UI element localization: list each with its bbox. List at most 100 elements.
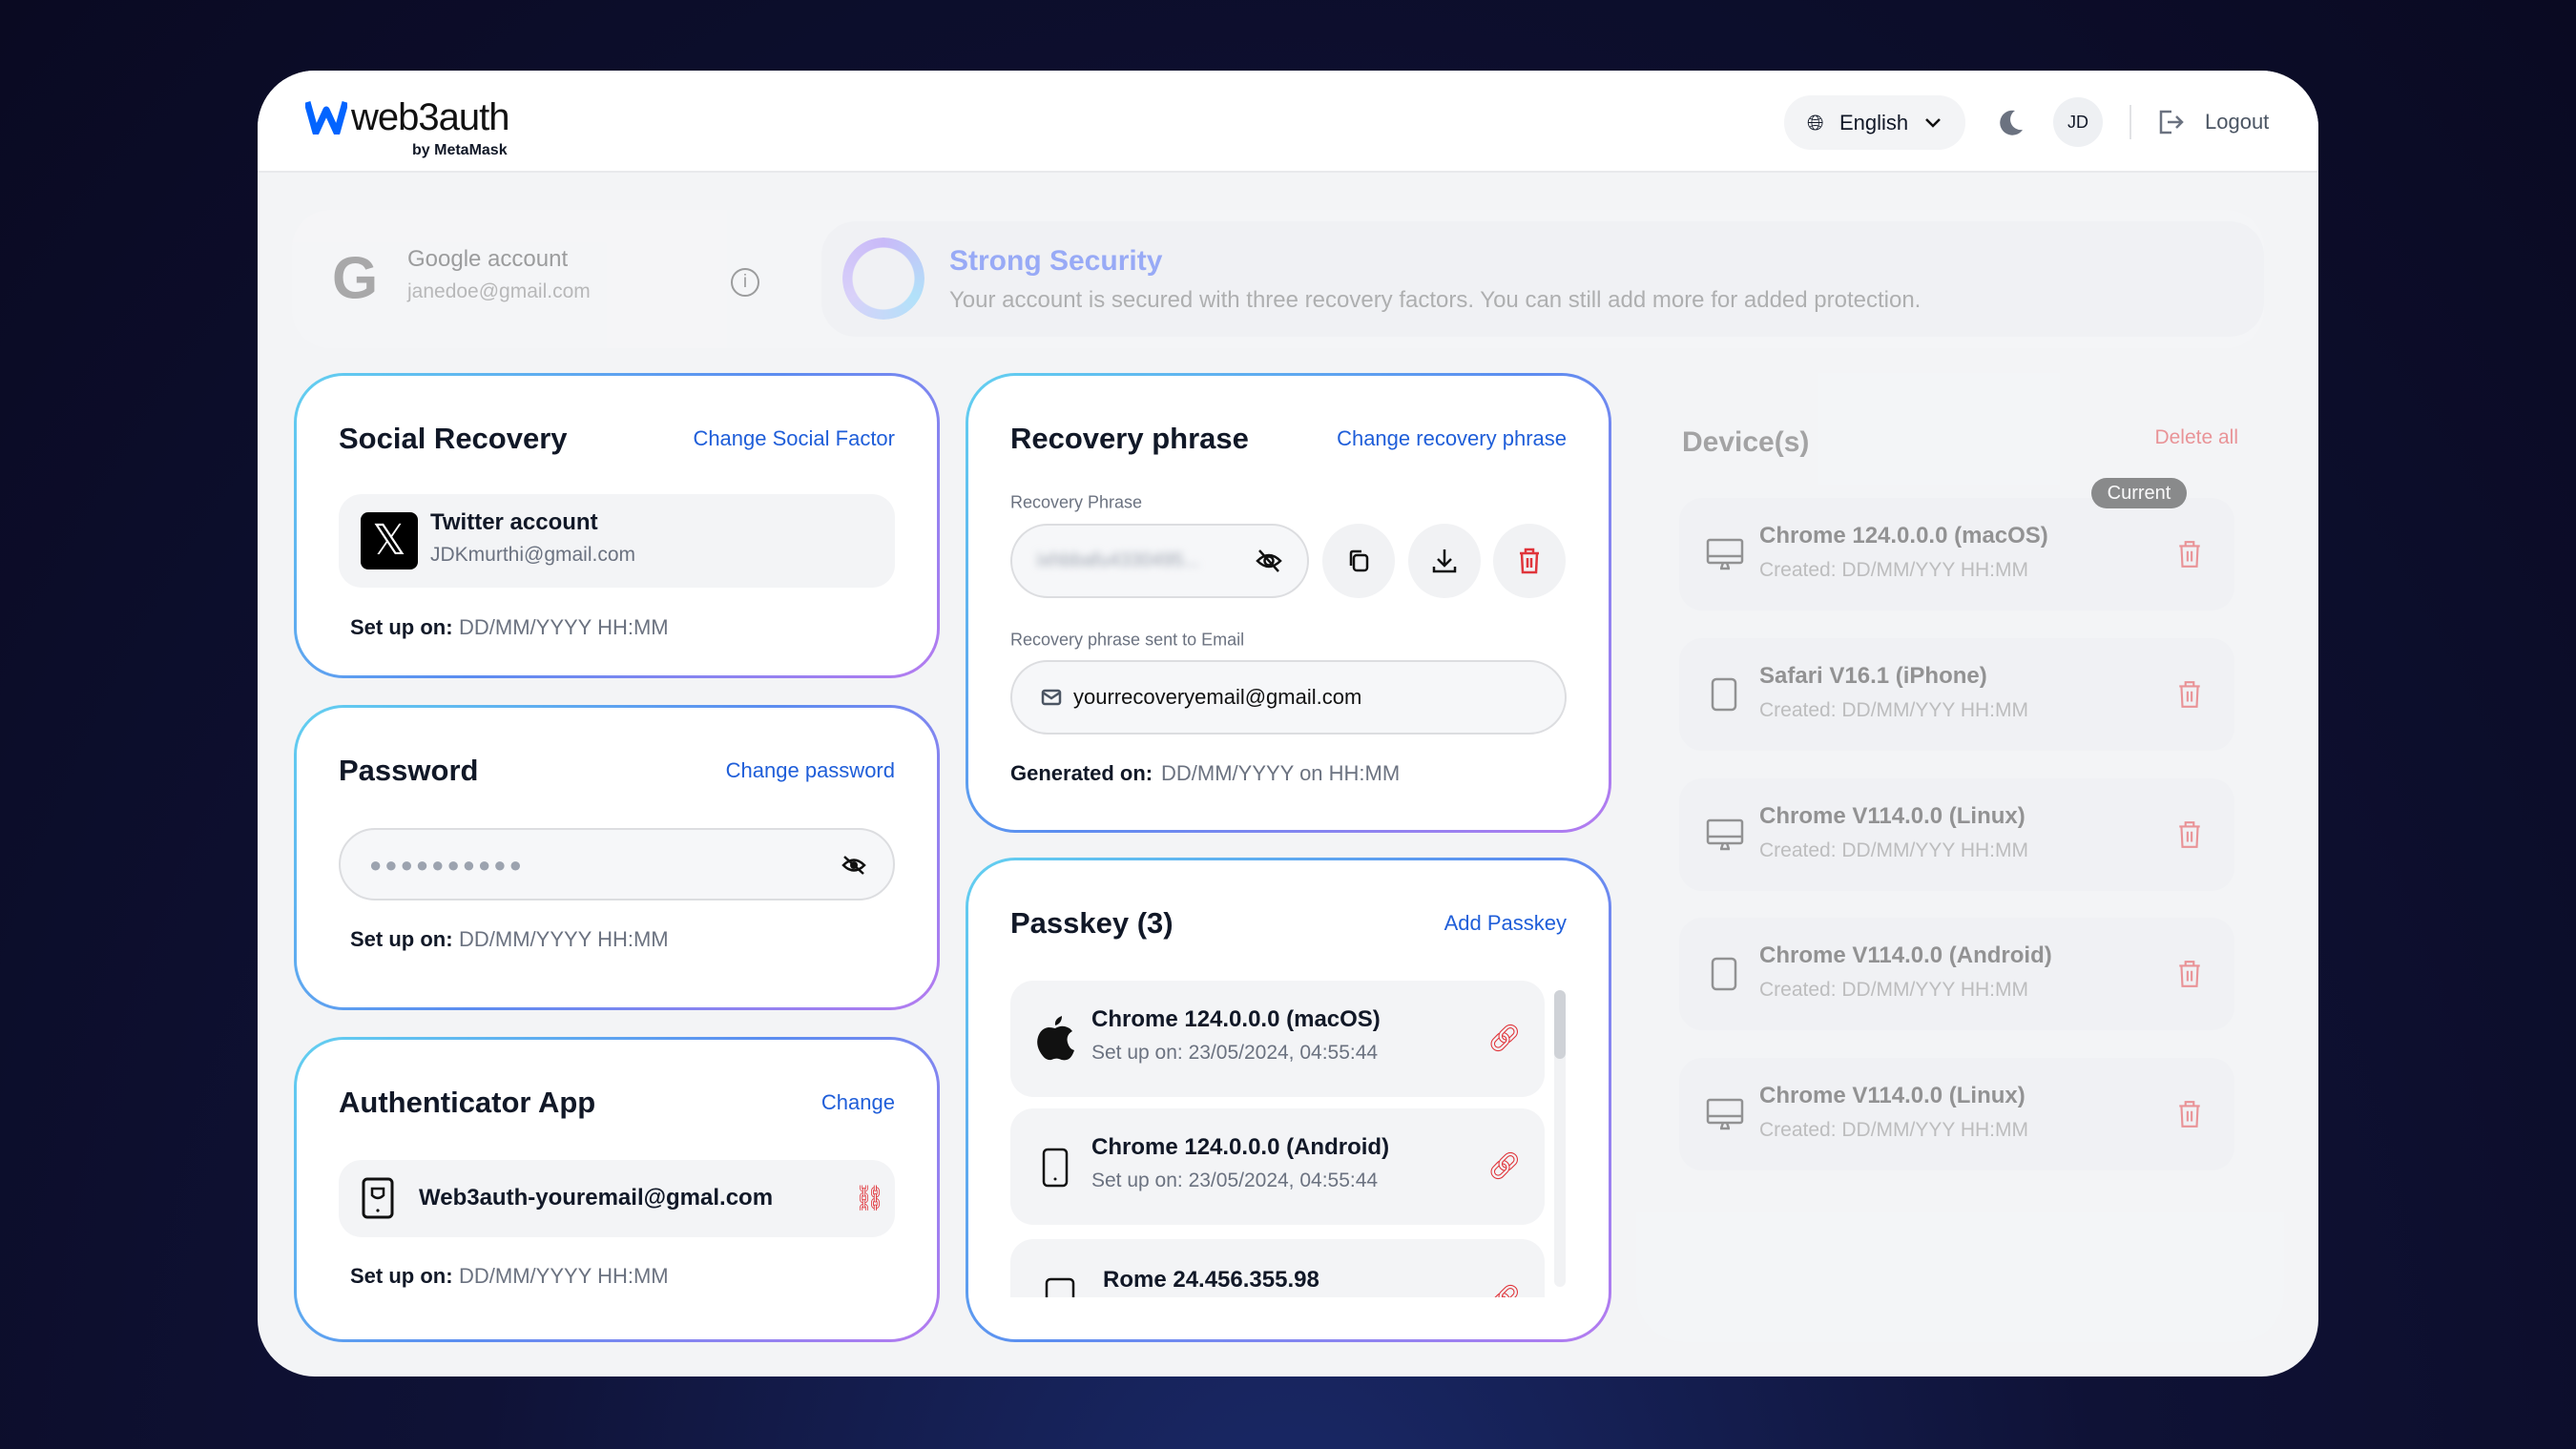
- device-created: Created: DD/MM/YYY HH:MM: [1759, 839, 2028, 861]
- change-social-factor-link[interactable]: Change Social Factor: [693, 426, 895, 450]
- security-description: Your account is secured with three recov…: [949, 287, 1922, 313]
- phone-icon: [1711, 677, 1737, 712]
- globe-icon: 🌐︎: [1807, 111, 1824, 135]
- phone-icon: [1045, 1277, 1075, 1297]
- phone-icon: [1711, 957, 1737, 991]
- delete-phrase-button[interactable]: [1493, 524, 1566, 598]
- authenticator-card: Authenticator App Change Web3auth-yourem…: [294, 1037, 940, 1342]
- divider: [2129, 105, 2131, 139]
- device-created: Created: DD/MM/YYY HH:MM: [1759, 979, 2028, 1001]
- copy-button[interactable]: [1322, 524, 1395, 598]
- scrollbar-thumb[interactable]: [1554, 990, 1566, 1059]
- trash-icon[interactable]: [2177, 820, 2202, 849]
- eye-off-icon[interactable]: [841, 855, 866, 876]
- trash-icon[interactable]: [2177, 680, 2202, 709]
- device-name: Chrome V114.0.0 (Android): [1759, 942, 2052, 968]
- link-icon[interactable]: 🔗︎: [1487, 1023, 1522, 1053]
- security-title: Strong Security: [949, 245, 1163, 277]
- app-window: web3auth by MetaMask 🌐︎ English JD Logou…: [258, 71, 2318, 1377]
- desktop-icon: [1706, 538, 1744, 570]
- google-icon: G: [332, 245, 379, 312]
- devices-panel: Device(s) Delete all Chrome 124.0.0.0 (m…: [1636, 373, 2284, 1342]
- web3auth-logo-icon: [305, 101, 347, 135]
- recovery-phrase-value: ixhbbafu4330495...: [1037, 549, 1200, 571]
- device-item: Chrome 124.0.0.0 (macOS) Created: DD/MM/…: [1679, 498, 2234, 611]
- eye-off-icon[interactable]: [1256, 549, 1282, 573]
- scrollbar[interactable]: [1554, 990, 1566, 1287]
- info-icon[interactable]: i: [731, 268, 759, 297]
- trash-icon[interactable]: [2177, 1100, 2202, 1128]
- device-created: Created: DD/MM/YYY HH:MM: [1759, 559, 2028, 581]
- link-icon[interactable]: 🔗︎: [1487, 1283, 1522, 1298]
- generated-value: DD/MM/YYYY on HH:MM: [1161, 761, 1401, 785]
- passkey-item: Chrome 124.0.0.0 (Android) Set up on: 23…: [1010, 1108, 1545, 1225]
- device-name: Chrome V114.0.0 (Linux): [1759, 803, 2025, 829]
- social-account-email: JDKmurthi@gmail.com: [430, 544, 636, 566]
- delete-all-link[interactable]: Delete all: [2154, 426, 2238, 448]
- authenticator-account-name: Web3auth-youremail@gmal.com: [419, 1185, 774, 1211]
- moon-icon[interactable]: [1996, 109, 2025, 137]
- card-title: Recovery phrase: [1010, 422, 1249, 455]
- avatar[interactable]: JD: [2053, 97, 2103, 147]
- security-status: Strong Security Your account is secured …: [821, 221, 2264, 337]
- account-email: janedoe@gmail.com: [407, 280, 591, 302]
- setup-value: DD/MM/YYYY HH:MM: [459, 927, 669, 951]
- device-item: Chrome V114.0.0 (Linux) Created: DD/MM/Y…: [1679, 778, 2234, 891]
- unlink-icon[interactable]: ⛓︎: [854, 1183, 886, 1212]
- passkey-item: Chrome 124.0.0.0 (macOS) Set up on: 23/0…: [1010, 981, 1545, 1097]
- x-twitter-icon: 𝕏: [361, 512, 418, 569]
- setup-value: DD/MM/YYYY HH:MM: [459, 615, 669, 639]
- change-recovery-phrase-link[interactable]: Change recovery phrase: [1337, 426, 1567, 450]
- security-ring-icon: [842, 238, 924, 320]
- recovery-email-value: yourrecoveryemail@gmail.com: [1073, 685, 1362, 709]
- logo-subtext: by MetaMask: [412, 142, 508, 158]
- device-item: Chrome V114.0.0 (Linux) Created: DD/MM/Y…: [1679, 1058, 2234, 1170]
- recovery-phrase-field[interactable]: ixhbbafu4330495...: [1010, 524, 1309, 598]
- download-icon: [1432, 549, 1457, 573]
- link-icon[interactable]: 🔗︎: [1487, 1150, 1522, 1181]
- logout-label: Logout: [2205, 110, 2270, 134]
- card-title: Authenticator App: [339, 1086, 596, 1119]
- logo-text: web3auth: [351, 96, 509, 138]
- social-recovery-card: Social Recovery Change Social Factor 𝕏 T…: [294, 373, 940, 678]
- mail-icon: [1041, 689, 1062, 706]
- apple-icon: [1037, 1016, 1074, 1061]
- download-button[interactable]: [1408, 524, 1481, 598]
- trash-icon: [1520, 548, 1539, 574]
- account-summary: G Google account janedoe@gmail.com i Str…: [292, 210, 2264, 348]
- setup-label: Set up on:: [350, 927, 453, 951]
- generated-label: Generated on:: [1010, 761, 1153, 785]
- card-title: Social Recovery: [339, 422, 568, 455]
- account-provider: Google account: [407, 246, 569, 272]
- device-item: Safari V16.1 (iPhone) Created: DD/MM/YYY…: [1679, 638, 2234, 751]
- change-authenticator-link[interactable]: Change: [821, 1090, 895, 1114]
- passkey-item: Rome 24.456.355.98 🔗︎: [1010, 1239, 1545, 1297]
- password-masked: ●●●●●●●●●●: [369, 853, 525, 877]
- recovery-email-field[interactable]: yourrecoveryemail@gmail.com: [1010, 660, 1567, 735]
- device-created: Created: DD/MM/YYY HH:MM: [1759, 1119, 2028, 1141]
- logout-button[interactable]: Logout: [2156, 99, 2280, 145]
- recovery-email-label: Recovery phrase sent to Email: [1010, 630, 1245, 650]
- passkey-name: Chrome 124.0.0.0 (macOS): [1091, 1006, 1381, 1032]
- trash-icon[interactable]: [2177, 540, 2202, 569]
- setup-value: DD/MM/YYYY HH:MM: [459, 1264, 669, 1288]
- language-select[interactable]: 🌐︎ English: [1784, 95, 1965, 150]
- device-name: Chrome 124.0.0.0 (macOS): [1759, 523, 2048, 549]
- change-password-link[interactable]: Change password: [725, 758, 895, 782]
- devices-title: Device(s): [1682, 426, 1810, 458]
- social-account-name: Twitter account: [430, 509, 598, 535]
- card-title: Passkey (3): [1010, 906, 1174, 940]
- language-label: English: [1839, 111, 1909, 135]
- phone-icon: [1042, 1148, 1069, 1188]
- header: web3auth by MetaMask 🌐︎ English JD Logou…: [258, 71, 2318, 173]
- setup-label: Set up on:: [350, 1264, 453, 1288]
- current-badge: Current: [2091, 478, 2187, 508]
- copy-icon: [1349, 549, 1369, 572]
- add-passkey-link[interactable]: Add Passkey: [1444, 911, 1567, 935]
- authenticator-account: Web3auth-youremail@gmal.com ⛓︎: [339, 1160, 895, 1237]
- chevron-down-icon: [1925, 118, 1941, 128]
- password-field[interactable]: ●●●●●●●●●●: [339, 828, 895, 900]
- logout-icon: [2159, 110, 2184, 135]
- trash-icon[interactable]: [2177, 960, 2202, 988]
- passkey-card: Passkey (3) Add Passkey Chrome 124.0.0.0…: [966, 858, 1611, 1342]
